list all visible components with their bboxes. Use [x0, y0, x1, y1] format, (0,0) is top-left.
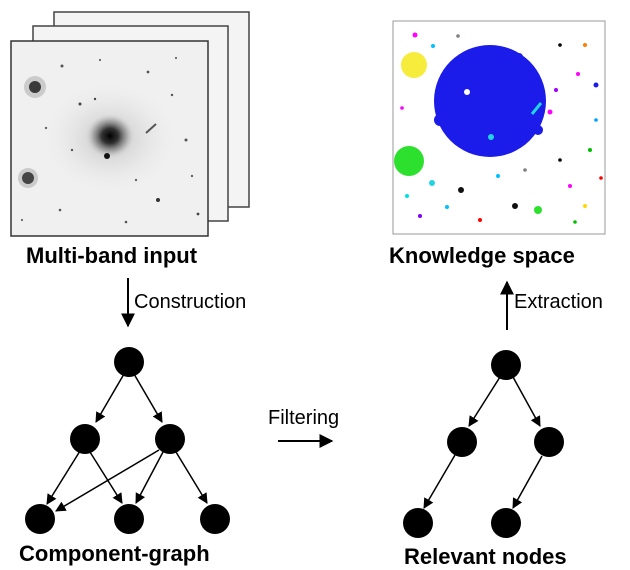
graph-node-mid-right [155, 424, 185, 454]
knowledge-space-image [392, 20, 606, 235]
extraction-label: Extraction [514, 291, 603, 313]
relevant-node-right [534, 427, 564, 457]
component-graph-nodes [25, 347, 230, 534]
graph-node-mid-left [70, 424, 100, 454]
multi-band-input-label: Multi-band input [26, 243, 198, 268]
knowledge-space-label: Knowledge space [389, 243, 575, 268]
relevant-node-root [491, 350, 521, 380]
blue-region [434, 45, 546, 157]
relevant-node-leaf-right [491, 508, 521, 538]
component-graph-label: Component-graph [19, 541, 210, 566]
construction-label: Construction [134, 291, 247, 313]
relevant-nodes [403, 350, 564, 538]
green-region [394, 146, 424, 176]
relevant-nodes-edges [423, 376, 543, 509]
filtering-label: Filtering [268, 407, 340, 429]
yellow-region [401, 52, 427, 78]
component-graph-edges [46, 373, 208, 512]
band-layer-1 [10, 40, 209, 237]
graph-node-root [114, 347, 144, 377]
relevant-nodes-label: Relevant nodes [404, 544, 567, 569]
graph-node-leaf-3 [200, 504, 230, 534]
graph-node-leaf-2 [114, 504, 144, 534]
multi-band-input-stack [10, 11, 250, 237]
relevant-node-leaf-left [403, 508, 433, 538]
relevant-node-left [447, 427, 477, 457]
graph-node-leaf-1 [25, 504, 55, 534]
